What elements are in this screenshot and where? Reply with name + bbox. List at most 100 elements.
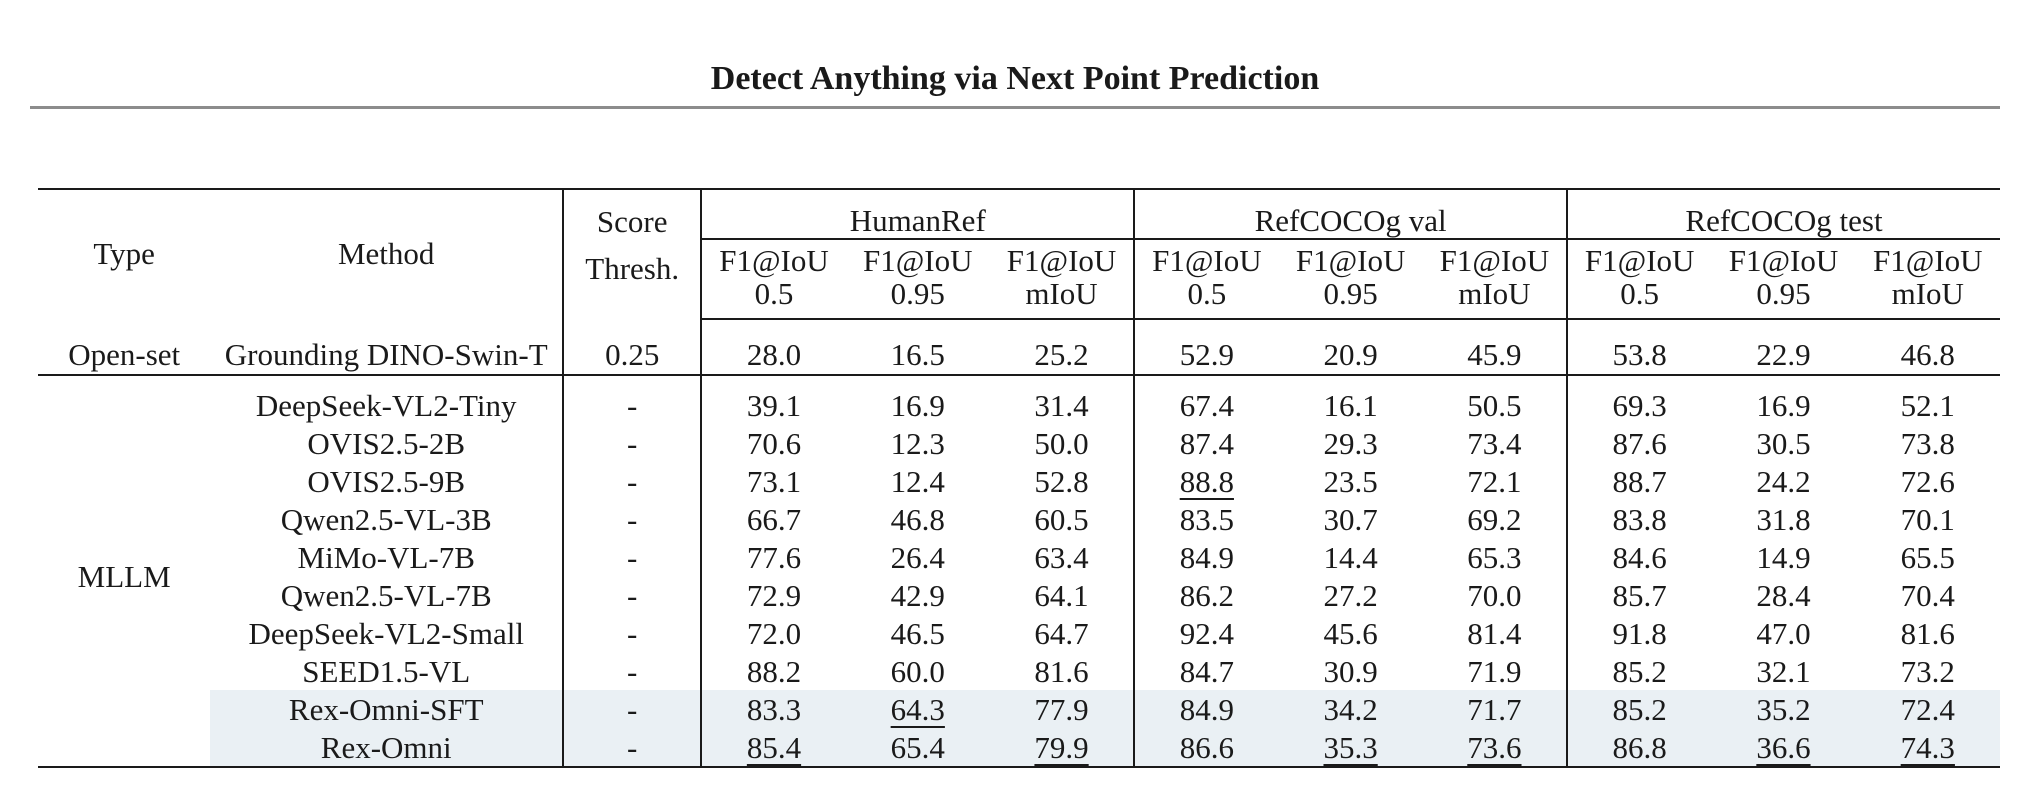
value-cell: 16.1 (1323, 387, 1378, 423)
value-cell: 87.4 (1179, 425, 1234, 461)
metric-header: F1@IoU (863, 243, 973, 278)
value-cell: 83.8 (1612, 501, 1667, 537)
value-cell: 52.1 (1900, 387, 1955, 423)
method-cell: DeepSeek-VL2-Small (210, 614, 565, 652)
value-cell-best: 92.4 (1179, 615, 1234, 651)
table-row-highlighted: Rex-Omni-SFT - 83.3 64.3 77.9 84.9 34.2 … (38, 690, 2000, 728)
col-header-score: Score (563, 189, 703, 239)
metric-header: F1@IoU (1152, 243, 1262, 278)
value-cell: 31.4 (989, 386, 1136, 424)
value-cell: 22.9 (1711, 334, 1856, 376)
paper-title: Detect Anything via Next Point Predictio… (710, 60, 1320, 97)
value-cell: 50.0 (989, 424, 1136, 462)
value-cell: 39.1 (746, 387, 802, 423)
table-row: Qwen2.5-VL-7B - 72.9 42.9 64.1 86.2 27.2… (38, 576, 2000, 614)
value-cell: 28.4 (1756, 577, 1811, 613)
value-cell: 12.3 (890, 425, 945, 461)
value-cell: 64.1 (989, 576, 1136, 614)
value-cell: 72.9 (746, 577, 802, 613)
value-cell: 46.8 (890, 501, 945, 537)
metric-subheader: 0.5 (701, 276, 846, 320)
value-cell: 73.4 (1422, 424, 1569, 462)
value-cell: 25.2 (989, 334, 1136, 376)
metric-subheader: 0.95 (1278, 276, 1423, 320)
value-cell: 52.8 (989, 462, 1136, 500)
table-row: MiMo-VL-7B - 77.6 26.4 63.4 84.9 14.4 65… (38, 538, 2000, 576)
value-cell: 86.2 (1179, 577, 1234, 613)
value-cell-best: 81.6 (989, 652, 1136, 690)
value-cell: 63.4 (989, 538, 1136, 576)
thresh-cell: 0.25 (563, 334, 703, 376)
value-cell: 45.9 (1422, 334, 1569, 376)
value-cell: 23.5 (1323, 463, 1378, 499)
value-cell: 32.1 (1756, 653, 1811, 689)
value-cell: 46.5 (890, 615, 945, 651)
value-cell: 60.0 (890, 653, 945, 689)
metric-subheader: 0.5 (1134, 276, 1279, 320)
value-cell: 72.4 (1855, 690, 2000, 728)
metric-header: F1@IoU (1295, 243, 1406, 278)
value-cell: 65.3 (1422, 538, 1569, 576)
value-cell: 72.1 (1422, 462, 1569, 500)
value-cell: 85.2 (1567, 690, 1712, 728)
metric-subheader: 0.95 (1711, 276, 1856, 320)
table-header: Type Method Score HumanRef RefCOCOg val … (38, 189, 2000, 320)
value-cell-best: 88.7 (1612, 463, 1667, 499)
value-cell: 24.2 (1756, 463, 1811, 499)
value-cell: 16.5 (845, 334, 990, 376)
value-cell: 35.2 (1711, 690, 1856, 728)
value-cell: 83.3 (701, 690, 846, 728)
value-cell: 85.2 (1612, 653, 1667, 689)
method-cell: DeepSeek-VL2-Tiny (210, 386, 565, 424)
value-cell: 70.0 (1422, 576, 1569, 614)
col-header-method: Method (210, 189, 565, 319)
table-body: Open-set Grounding DINO-Swin-T 0.25 28.0… (38, 319, 2000, 767)
value-cell: 69.3 (1612, 387, 1667, 423)
metric-subheader: mIoU (1422, 276, 1569, 320)
table-row: MLLM DeepSeek-VL2-Tiny - 39.1 16.9 31.4 … (38, 386, 2000, 592)
value-cell: 12.4 (890, 463, 945, 499)
value-cell-second-best: 79.9 (989, 728, 1136, 767)
value-cell: 14.9 (1756, 539, 1811, 575)
thresh-cell: - (563, 690, 703, 728)
value-cell: 86.8 (1567, 728, 1712, 767)
value-cell: 69.2 (1422, 500, 1569, 538)
value-cell: 70.4 (1900, 577, 1955, 613)
metric-header: F1@IoU (1728, 243, 1839, 278)
page-header: Detect Anything via Next Point Predictio… (30, 48, 2000, 109)
value-cell: 34.2 (1278, 690, 1423, 728)
group-header-refcocog-val: RefCOCOg val (1134, 189, 1569, 240)
metric-subheader: 0.95 (845, 276, 990, 320)
thresh-cell: - (563, 500, 703, 538)
metric-header: F1@IoU (1873, 243, 1983, 278)
value-cell: 71.9 (1422, 652, 1569, 690)
thresh-cell: - (563, 462, 703, 500)
value-cell-second-best: 64.3 (845, 690, 990, 728)
value-cell: 67.4 (1179, 387, 1234, 423)
value-cell: 46.8 (1855, 334, 2000, 376)
value-cell-best: 45.6 (1323, 615, 1378, 651)
method-cell: OVIS2.5-9B (210, 462, 565, 500)
value-cell: 50.5 (1422, 386, 1569, 424)
table-row: SEED1.5-VL - 88.2 60.0 81.6 84.7 30.9 71… (38, 652, 2000, 690)
value-cell: 72.0 (746, 615, 802, 651)
value-cell: 77.6 (746, 539, 802, 575)
method-cell: OVIS2.5-2B (210, 424, 565, 462)
value-cell: 52.9 (1134, 334, 1279, 376)
col-header-type: Type (93, 236, 155, 271)
value-cell: 64.7 (989, 614, 1136, 652)
value-cell: 60.5 (989, 500, 1136, 538)
value-cell: 84.9 (1134, 690, 1279, 728)
value-cell-best: 81.4 (1422, 614, 1569, 652)
value-cell: 71.7 (1422, 690, 1569, 728)
value-cell-best: 47.0 (1756, 615, 1811, 651)
value-cell: 66.7 (746, 501, 802, 537)
value-cell-best: 91.8 (1612, 615, 1667, 651)
method-cell: Rex-Omni-SFT (210, 690, 565, 728)
method-cell: Rex-Omni (210, 728, 565, 767)
table-row-highlighted: Rex-Omni - 85.4 65.4 79.9 86.6 35.3 73.6… (38, 728, 2000, 767)
value-cell-second-best: 73.6 (1422, 728, 1569, 767)
metric-header: F1@IoU (1422, 239, 1569, 276)
metric-subheader: mIoU (989, 276, 1136, 320)
thresh-cell: - (563, 538, 703, 576)
